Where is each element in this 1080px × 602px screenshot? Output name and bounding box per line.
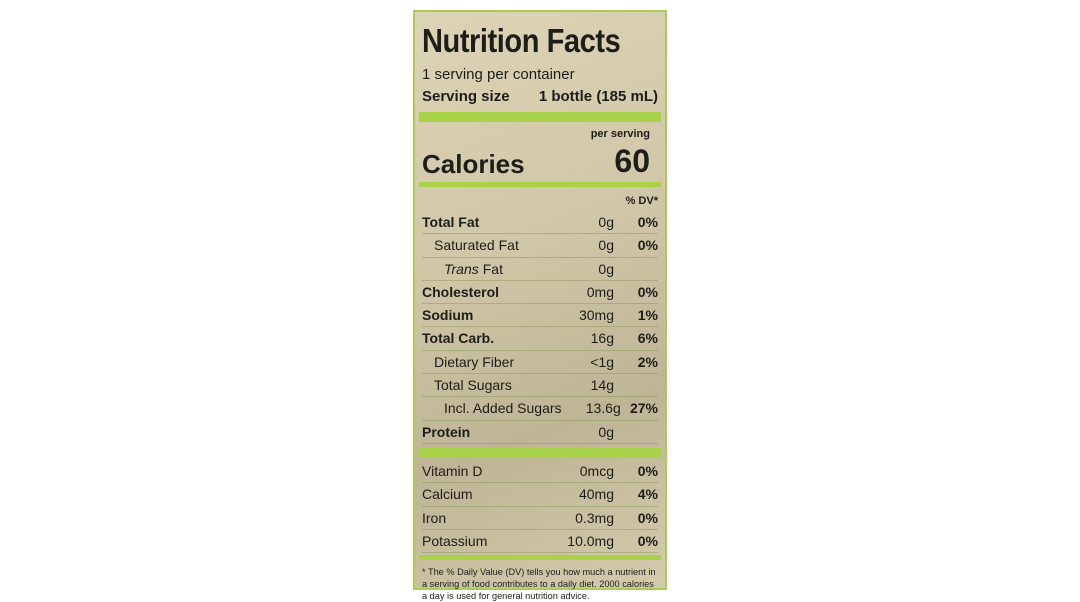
nutrient-row: Cholesterol 0mg 0% [422,281,658,305]
nutrient-row: Saturated Fat 0g 0% [422,234,658,258]
serving-size-label: Serving size [422,88,510,105]
nutrient-name-text: Calcium [422,486,473,503]
nutrient-name: Calcium [422,483,544,505]
nutrient-amount: 0.3mg [575,509,614,526]
nutrient-amount: 0mcg [579,462,614,479]
nutrient-dv: 4% [637,486,658,503]
nutrient-dv-empty [614,421,658,443]
nutrient-amount: 0g [598,260,614,277]
calories-label: Calories [422,149,525,179]
nutrient-dv: 27% [629,400,658,417]
nutrient-row: Potassium 10.0mg 0% [422,530,658,554]
nutrient-name-italic: Trans [444,260,479,277]
nutrient-name-text: Incl. Added Sugars [444,400,562,417]
nutrient-row: Sodium 30mg 1% [422,304,658,328]
nutrient-dv: 0% [637,283,658,300]
nutrient-amount: <1g [590,353,614,370]
nutrient-row: Dietary Fiber <1g 2% [422,351,658,375]
calories-value: 60 [614,143,650,179]
nutrient-amount: 10.0mg [567,532,614,549]
nutrient-name-text: Total Fat [422,214,480,230]
nutrient-amount: 0g [598,423,614,440]
nutrient-row: Iron 0.3mg 0% [422,507,658,530]
vitamins: Vitamin D 0mcg 0% Calcium 40mg 4% Iron 0.3mg 0% P… [422,460,658,554]
nutrient-name-text: Saturated Fat [434,237,519,254]
nutrient-name-text: Fat [482,260,503,277]
servings: 1 serving per container [422,64,658,86]
separator [419,447,661,458]
nutrient-amount: 0g [598,214,614,230]
nutrient-name: Saturated Fat [434,234,544,256]
nutrient-name-text: Dietary Fiber [434,353,515,370]
nutrient-row: Vitamin D 0mcg 0% [422,460,658,484]
nutrient-dv: 2% [637,353,658,370]
nutrient-name: Iron [422,507,544,529]
nutrient-name-text: Vitamin D [422,462,483,479]
nutrient-name: Protein [422,421,544,443]
nutrient-name: Potassium [422,530,544,552]
dv-header: % DV* [625,195,658,207]
title: Nutrition Facts [422,22,621,59]
nutrient-amount: 0g [598,237,614,254]
nutrient-dv-empty [614,258,658,280]
nutrient-dv: 0% [637,532,658,549]
nutrient-amount: 30mg [578,307,614,324]
nutrients: Total Fat 0g 0% Saturated Fat 0g 0% Trans Fat 0g… [422,211,658,444]
nutrient-name: Cholesterol [422,281,544,303]
per-serving: per serving [590,128,650,140]
nutrient-name: Dietary Fiber [434,351,544,373]
servings-text: 1 serving per container [422,66,575,83]
nutrient-name-text: Potassium [422,532,488,549]
nutrient-dv: 0% [637,509,658,526]
separator [419,555,661,561]
nutrient-name: Trans Fat [444,258,544,280]
nutrient-row: Total Sugars 14g [422,374,658,398]
calories: Calories 60 [422,142,658,180]
separator [419,112,661,122]
nutrient-row: Total Carb. 16g 6% [422,327,658,351]
nutrient-name: Total Sugars [434,374,544,396]
nutrient-row: Incl. Added Sugars 13.6g 27% [422,397,658,421]
nutrient-dv: 0% [637,214,658,230]
nutrient-name: Total Carb. [422,327,544,349]
nutrient-amount: 13.6g [585,400,621,417]
serving-size-value: 1 bottle (185 mL) [538,88,658,105]
nutrient-name-text: Iron [422,509,447,526]
nutrient-name-text: Cholesterol [422,283,500,300]
nutrient-row: Calcium 40mg 4% [422,483,658,507]
nutrient-name-text: Protein [422,423,471,440]
nutrient-dv: 0% [637,462,658,479]
nutrient-amount: 0mg [586,283,614,300]
serving-size: Serving size 1 bottle (185 mL) [422,86,658,108]
nutrient-amount: 16g [590,330,614,347]
nutrient-row: Total Fat 0g 0% [422,211,658,235]
nutrition-label: Nutrition Facts 1 serving per container … [413,10,667,601]
nutrient-row: Trans Fat 0g [422,258,658,281]
nutrient-dv: 6% [637,330,658,347]
nutrient-name-text: Sodium [422,307,474,324]
nutrient-dv: 1% [637,307,658,324]
nutrient-dv: 0% [637,237,658,254]
nutrient-name: Vitamin D [422,460,544,482]
nutrient-name: Incl. Added Sugars [444,397,562,419]
nutrient-row: Protein 0g [422,421,658,444]
nutrient-name: Sodium [422,304,544,326]
nutrient-amount: 14g [590,377,614,394]
footnote: * The % Daily Value (DV) tells you how m… [422,567,656,602]
nutrient-name: Total Fat [422,211,544,233]
nutrient-dv-empty [614,374,658,396]
nutrient-name-text: Total Sugars [434,377,512,394]
nutrient-amount: 40mg [578,486,614,503]
separator [419,182,661,187]
nutrient-name-text: Total Carb. [422,330,495,347]
